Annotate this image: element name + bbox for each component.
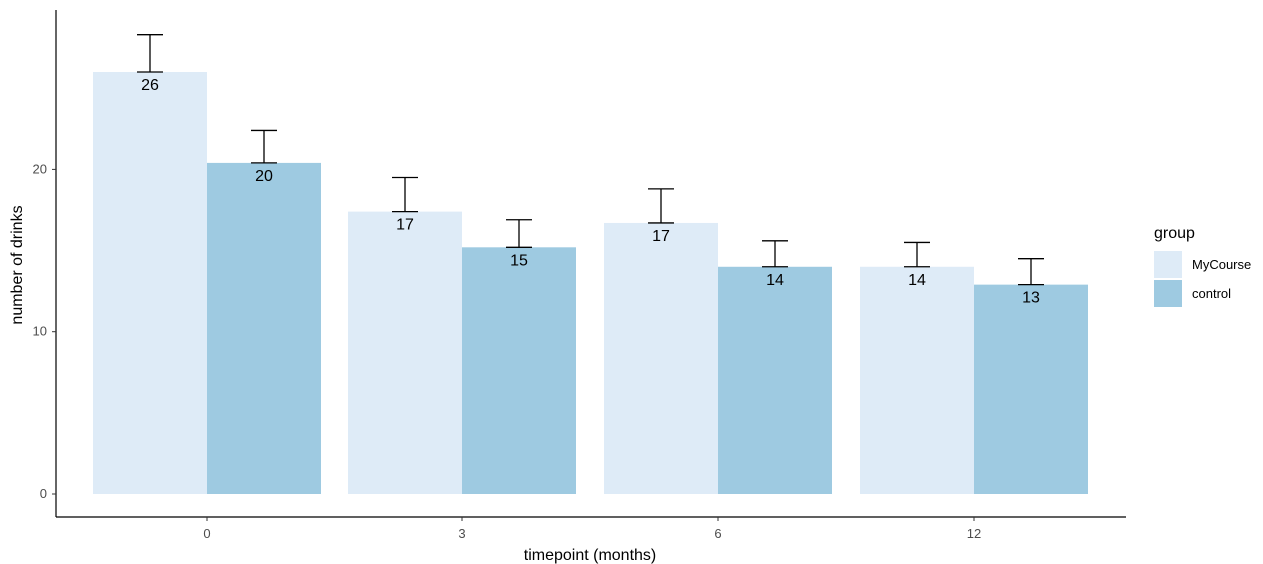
legend-key-MyCourse xyxy=(1154,251,1182,278)
legend-key-control xyxy=(1154,280,1182,307)
x-tick-label: 6 xyxy=(714,526,721,541)
legend-title: group xyxy=(1154,225,1195,242)
x-tick-label: 3 xyxy=(458,526,465,541)
data-label-MyCourse-6: 17 xyxy=(652,228,670,245)
bar-MyCourse-12 xyxy=(860,266,974,494)
error-bar-control-3 xyxy=(506,219,532,248)
bar-control-3 xyxy=(462,247,576,494)
data-label-control-12: 13 xyxy=(1022,290,1040,307)
x-axis-ticks: 0 3 6 12 xyxy=(203,517,981,541)
y-axis-ticks: 0 10 20 xyxy=(33,161,56,501)
y-tick-label: 20 xyxy=(33,161,47,176)
data-label-MyCourse-0: 26 xyxy=(141,77,159,94)
data-labels-layer: 26 17 17 14 20 15 14 13 xyxy=(141,77,1040,307)
error-bar-MyCourse-6 xyxy=(648,188,674,224)
y-tick-label: 0 xyxy=(40,486,47,501)
error-bar-MyCourse-0 xyxy=(137,34,163,73)
data-label-MyCourse-3: 17 xyxy=(396,217,414,234)
bar-MyCourse-0 xyxy=(93,72,207,495)
error-bar-control-12 xyxy=(1018,258,1044,286)
bar-MyCourse-6 xyxy=(604,222,718,495)
legend-label-MyCourse: MyCourse xyxy=(1192,257,1251,272)
error-bars-layer xyxy=(137,34,1044,286)
data-label-control-0: 20 xyxy=(255,168,273,185)
error-bar-MyCourse-12 xyxy=(904,241,930,268)
error-bar-control-0 xyxy=(251,129,277,164)
data-label-MyCourse-12: 14 xyxy=(908,272,926,289)
data-label-control-3: 15 xyxy=(510,252,528,269)
data-label-control-6: 14 xyxy=(766,272,784,289)
bar-control-6 xyxy=(718,266,832,494)
bar-MyCourse-3 xyxy=(348,211,462,494)
x-tick-label: 12 xyxy=(967,526,981,541)
bar-control-0 xyxy=(207,162,321,494)
bars-layer xyxy=(93,72,1088,495)
x-tick-label: 0 xyxy=(203,526,210,541)
x-axis-title: timepoint (months) xyxy=(524,547,657,564)
legend-label-control: control xyxy=(1192,286,1231,301)
error-bar-control-6 xyxy=(762,240,788,268)
bar-control-12 xyxy=(974,284,1088,494)
error-bar-MyCourse-3 xyxy=(392,176,418,213)
y-tick-label: 10 xyxy=(33,324,47,339)
legend: group MyCourse control xyxy=(1154,225,1251,307)
y-axis-title: number of drinks xyxy=(9,205,26,324)
